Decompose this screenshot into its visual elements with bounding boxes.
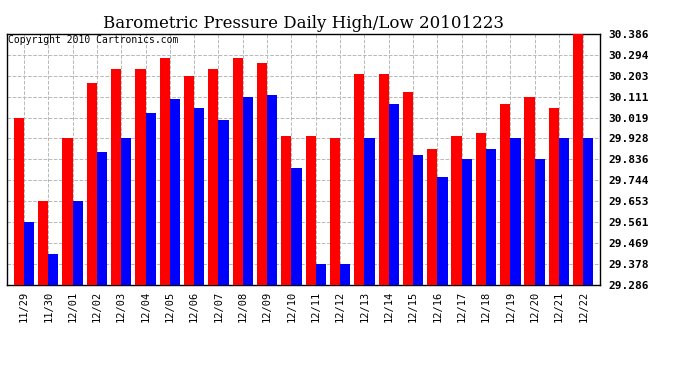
Bar	[364, 138, 375, 285]
Bar	[282, 136, 291, 285]
Bar	[72, 201, 83, 285]
Bar	[500, 104, 511, 285]
Bar	[451, 136, 462, 285]
Bar	[62, 138, 72, 285]
Bar	[243, 96, 253, 285]
Bar	[146, 113, 156, 285]
Bar	[437, 177, 448, 285]
Bar	[573, 34, 583, 285]
Bar	[379, 74, 388, 285]
Bar	[583, 138, 593, 285]
Bar	[427, 149, 437, 285]
Bar	[135, 69, 146, 285]
Bar	[184, 75, 194, 285]
Bar	[48, 254, 59, 285]
Bar	[194, 108, 204, 285]
Bar	[486, 149, 496, 285]
Bar	[24, 222, 34, 285]
Bar	[159, 58, 170, 285]
Bar	[87, 83, 97, 285]
Bar	[462, 159, 472, 285]
Bar	[559, 138, 569, 285]
Bar	[316, 264, 326, 285]
Bar	[340, 264, 351, 285]
Bar	[97, 152, 107, 285]
Bar	[111, 69, 121, 285]
Bar	[330, 138, 340, 285]
Bar	[233, 58, 243, 285]
Bar	[535, 159, 545, 285]
Bar	[403, 92, 413, 285]
Bar	[413, 155, 423, 285]
Bar	[38, 201, 48, 285]
Bar	[388, 104, 399, 285]
Bar	[511, 138, 520, 285]
Bar	[257, 63, 267, 285]
Bar	[121, 138, 131, 285]
Bar	[14, 118, 24, 285]
Text: Copyright 2010 Cartronics.com: Copyright 2010 Cartronics.com	[8, 35, 179, 45]
Bar	[170, 99, 180, 285]
Bar	[219, 120, 228, 285]
Bar	[267, 94, 277, 285]
Bar	[208, 69, 219, 285]
Title: Barometric Pressure Daily High/Low 20101223: Barometric Pressure Daily High/Low 20101…	[103, 15, 504, 32]
Bar	[354, 74, 364, 285]
Bar	[476, 134, 486, 285]
Bar	[291, 168, 302, 285]
Bar	[524, 96, 535, 285]
Bar	[549, 108, 559, 285]
Bar	[306, 136, 316, 285]
